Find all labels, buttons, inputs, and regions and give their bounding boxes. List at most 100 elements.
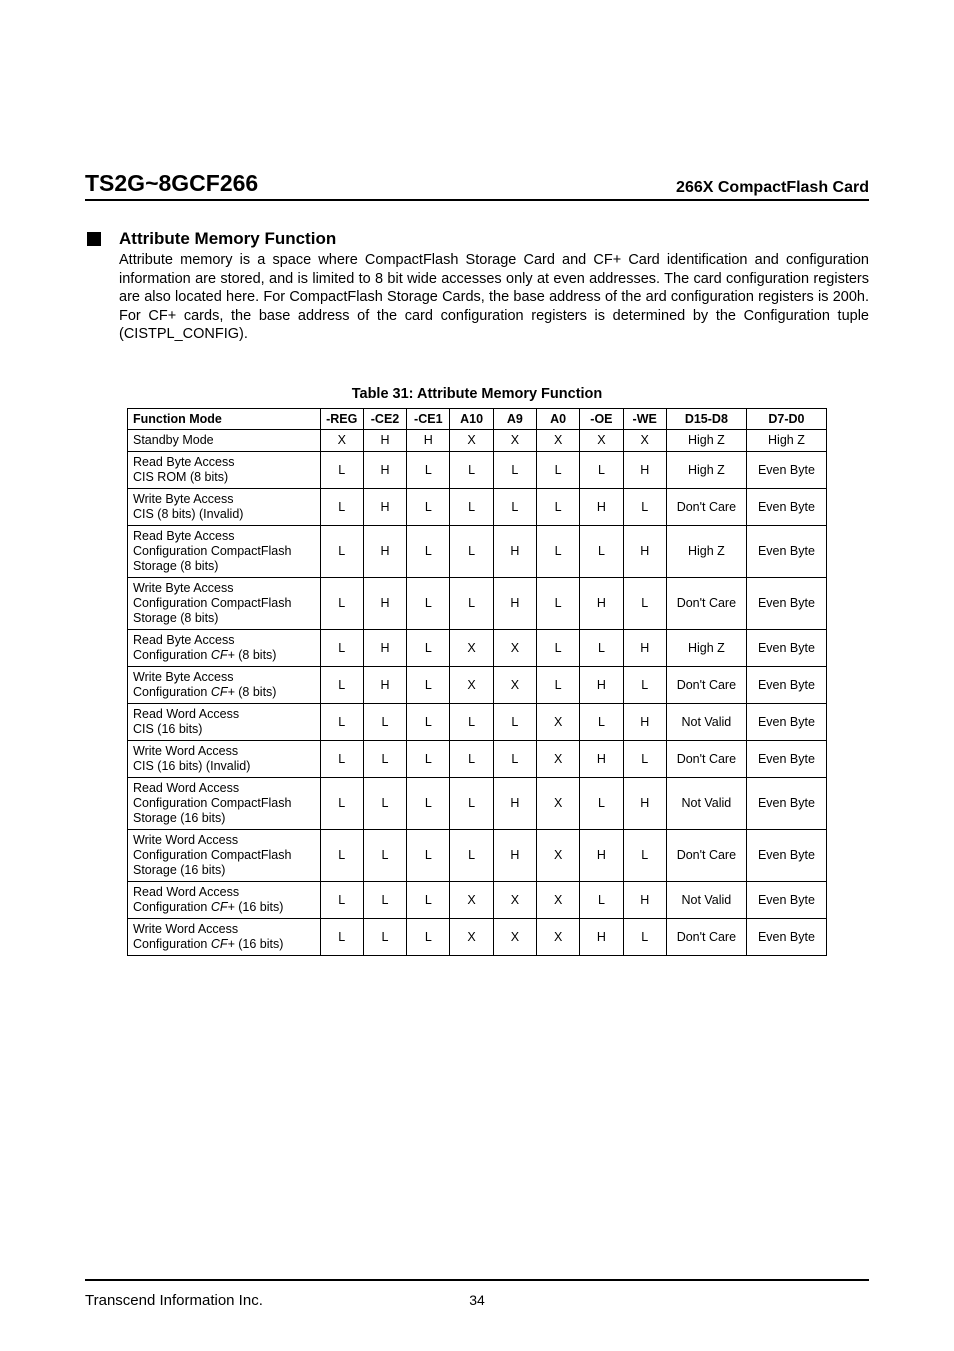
cell-function-mode: Read Byte AccessCIS ROM (8 bits) bbox=[128, 451, 321, 488]
section-heading-row: Attribute Memory Function bbox=[85, 229, 869, 249]
cell-value: L bbox=[320, 829, 363, 881]
cell-value: L bbox=[493, 703, 536, 740]
cell-value: H bbox=[363, 525, 406, 577]
attribute-memory-table: Function Mode -REG -CE2 -CE1 A10 A9 A0 -… bbox=[127, 408, 827, 956]
cell-value: L bbox=[320, 666, 363, 703]
cell-value: L bbox=[407, 488, 450, 525]
cell-value: X bbox=[450, 666, 493, 703]
th-d15d8: D15-D8 bbox=[666, 408, 746, 429]
table-row: Read Byte AccessConfiguration CF+ (8 bit… bbox=[128, 629, 827, 666]
cell-value: X bbox=[623, 429, 666, 451]
cell-value: L bbox=[320, 629, 363, 666]
cell-value: L bbox=[320, 577, 363, 629]
cell-value: L bbox=[363, 740, 406, 777]
cell-function-mode: Read Byte AccessConfiguration CompactFla… bbox=[128, 525, 321, 577]
table-row: Write Byte AccessConfiguration CF+ (8 bi… bbox=[128, 666, 827, 703]
cell-value: L bbox=[493, 451, 536, 488]
cell-value: H bbox=[623, 525, 666, 577]
cell-value: H bbox=[580, 829, 623, 881]
cell-value: H bbox=[363, 451, 406, 488]
cell-value: H bbox=[623, 777, 666, 829]
th-reg: -REG bbox=[320, 408, 363, 429]
cell-value: L bbox=[450, 829, 493, 881]
cell-function-mode: Read Word AccessCIS (16 bits) bbox=[128, 703, 321, 740]
cell-value: Even Byte bbox=[746, 525, 826, 577]
cell-value: L bbox=[450, 703, 493, 740]
cell-value: H bbox=[363, 629, 406, 666]
cell-function-mode: Write Word AccessConfiguration CF+ (16 b… bbox=[128, 918, 321, 955]
cell-value: X bbox=[537, 740, 580, 777]
cell-value: High Z bbox=[666, 451, 746, 488]
cell-value: L bbox=[580, 525, 623, 577]
table-row: Read Byte AccessConfiguration CompactFla… bbox=[128, 525, 827, 577]
cell-value: X bbox=[580, 429, 623, 451]
cell-value: L bbox=[407, 703, 450, 740]
table-row: Write Word AccessConfiguration CompactFl… bbox=[128, 829, 827, 881]
cell-value: L bbox=[320, 488, 363, 525]
cell-value: H bbox=[493, 577, 536, 629]
cell-value: Don't Care bbox=[666, 829, 746, 881]
cell-value: L bbox=[450, 740, 493, 777]
cell-value: L bbox=[537, 577, 580, 629]
cell-value: L bbox=[320, 740, 363, 777]
cell-value: H bbox=[580, 488, 623, 525]
cell-value: L bbox=[450, 777, 493, 829]
th-a0: A0 bbox=[537, 408, 580, 429]
cell-value: X bbox=[537, 918, 580, 955]
table-row: Write Word AccessCIS (16 bits) (Invalid)… bbox=[128, 740, 827, 777]
table-row: Write Byte AccessConfiguration CompactFl… bbox=[128, 577, 827, 629]
table-row: Write Word AccessConfiguration CF+ (16 b… bbox=[128, 918, 827, 955]
cell-value: L bbox=[537, 666, 580, 703]
cell-value: L bbox=[320, 703, 363, 740]
cell-value: Even Byte bbox=[746, 451, 826, 488]
cell-value: X bbox=[537, 429, 580, 451]
cell-value: L bbox=[450, 577, 493, 629]
cell-value: X bbox=[493, 629, 536, 666]
cell-value: L bbox=[537, 629, 580, 666]
cell-value: L bbox=[623, 488, 666, 525]
cell-value: X bbox=[450, 881, 493, 918]
cell-value: X bbox=[493, 429, 536, 451]
cell-value: H bbox=[363, 429, 406, 451]
cell-function-mode: Read Word AccessConfiguration CompactFla… bbox=[128, 777, 321, 829]
cell-value: H bbox=[493, 829, 536, 881]
cell-value: L bbox=[450, 451, 493, 488]
cell-value: L bbox=[407, 881, 450, 918]
cell-function-mode: Read Word AccessConfiguration CF+ (16 bi… bbox=[128, 881, 321, 918]
cell-function-mode: Standby Mode bbox=[128, 429, 321, 451]
cell-value: Even Byte bbox=[746, 881, 826, 918]
cell-value: H bbox=[623, 629, 666, 666]
cell-value: L bbox=[320, 918, 363, 955]
cell-value: Even Byte bbox=[746, 777, 826, 829]
cell-value: X bbox=[537, 881, 580, 918]
cell-value: L bbox=[320, 451, 363, 488]
cell-value: X bbox=[537, 829, 580, 881]
cell-value: L bbox=[407, 918, 450, 955]
footer-company: Transcend Information Inc. bbox=[85, 1292, 263, 1309]
cell-value: Not Valid bbox=[666, 777, 746, 829]
cell-value: L bbox=[320, 525, 363, 577]
cell-value: Even Byte bbox=[746, 488, 826, 525]
cell-value: L bbox=[450, 525, 493, 577]
cell-function-mode: Read Byte AccessConfiguration CF+ (8 bit… bbox=[128, 629, 321, 666]
cell-value: H bbox=[580, 666, 623, 703]
table-caption: Table 31: Attribute Memory Function bbox=[85, 386, 869, 402]
cell-value: L bbox=[623, 918, 666, 955]
cell-value: Even Byte bbox=[746, 577, 826, 629]
cell-value: High Z bbox=[666, 429, 746, 451]
cell-value: X bbox=[450, 429, 493, 451]
cell-function-mode: Write Byte AccessConfiguration CompactFl… bbox=[128, 577, 321, 629]
cell-value: High Z bbox=[746, 429, 826, 451]
cell-value: L bbox=[407, 525, 450, 577]
th-a10: A10 bbox=[450, 408, 493, 429]
cell-value: L bbox=[363, 777, 406, 829]
cell-value: L bbox=[623, 740, 666, 777]
cell-value: L bbox=[580, 703, 623, 740]
cell-value: L bbox=[493, 488, 536, 525]
cell-value: L bbox=[407, 629, 450, 666]
th-ce2: -CE2 bbox=[363, 408, 406, 429]
square-bullet-icon bbox=[87, 232, 101, 246]
cell-value: L bbox=[407, 666, 450, 703]
th-function-mode: Function Mode bbox=[128, 408, 321, 429]
cell-value: H bbox=[623, 881, 666, 918]
